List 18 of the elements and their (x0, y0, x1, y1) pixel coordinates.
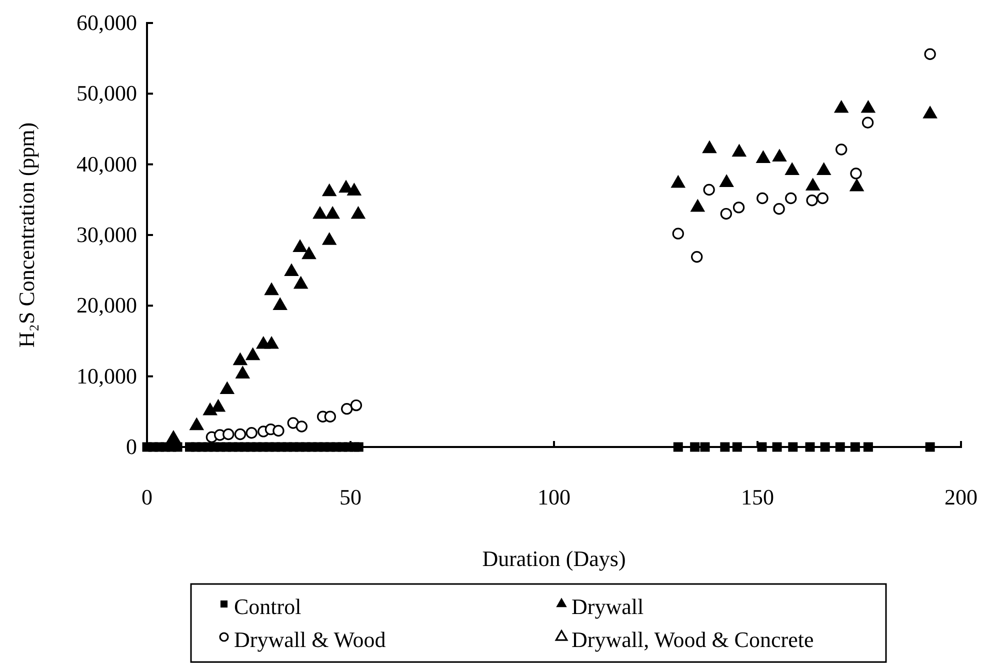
y-tick-label: 60,000 (76, 10, 137, 36)
y-tick-label: 30,000 (76, 222, 137, 248)
legend-label: Drywall (572, 594, 644, 619)
x-tick-label: 50 (340, 484, 362, 510)
x-tick-label: 0 (142, 484, 152, 510)
legend-label: Control (234, 594, 302, 619)
y-tick-label: 20,000 (76, 292, 137, 318)
y-axis-title: H₂S Concentration (ppm) (14, 122, 39, 348)
y-tick-label: 10,000 (76, 363, 137, 388)
y-tick-label: 0 (126, 434, 137, 460)
x-tick-label: 150 (741, 484, 774, 510)
x-tick-label: 100 (538, 484, 570, 510)
y-tick-label: 40,000 (76, 151, 137, 176)
legend-label: Drywall & Wood (234, 627, 386, 652)
legend-label: Drywall, Wood & Concrete (572, 627, 814, 652)
y-tick-label: 50,000 (76, 80, 137, 106)
x-tick-label: 200 (944, 484, 978, 510)
x-axis-title: Duration (Days) (482, 546, 626, 571)
